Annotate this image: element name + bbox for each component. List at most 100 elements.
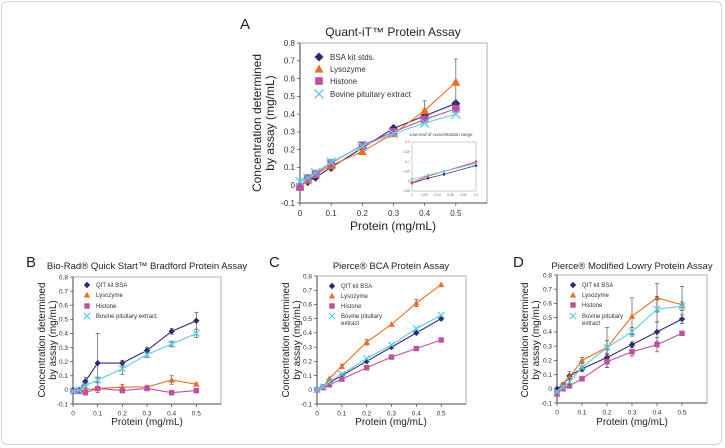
chart-a-xlabel: Protein (mg/mL)	[349, 219, 437, 233]
inset-data-point	[474, 162, 478, 165]
x-tick-label: 0.2	[362, 411, 371, 418]
data-point	[578, 357, 586, 363]
panel-letter-b: B	[26, 254, 37, 271]
data-point	[326, 382, 333, 388]
x-tick-label: 0.4	[412, 411, 421, 418]
legend-label: Bovine pituitary extract	[330, 90, 412, 99]
data-point	[326, 157, 337, 168]
x-tick-label: 0.3	[388, 209, 400, 218]
legend-label: Lysozyme	[582, 293, 609, 299]
data-point	[310, 167, 321, 178]
inset-y-tick-label: 0.2	[405, 140, 410, 144]
y-tick-label: -0.1	[57, 401, 69, 408]
legend-label: Lysozyme	[96, 293, 123, 299]
data-point	[119, 387, 126, 394]
ylabel-line-2: by assay (mg/mL)	[48, 300, 59, 380]
legend-label: Histone	[341, 304, 362, 310]
legend-marker	[83, 291, 91, 298]
inset-title: Low end of concentration range	[409, 132, 473, 137]
y-tick-label: 0.7	[284, 57, 296, 66]
y-tick-label: 0.2	[59, 359, 68, 366]
series-bovine	[295, 109, 461, 187]
inset-data-point	[410, 181, 414, 185]
series-line	[72, 332, 197, 392]
y-tick-label: 0.6	[284, 74, 296, 83]
inset-data-point	[474, 160, 478, 163]
legend-marker	[569, 291, 577, 298]
ylabel-line-2: by assay (mg/mL)	[263, 75, 277, 171]
y-tick-label: 0.4	[284, 110, 296, 119]
legend-marker	[329, 303, 335, 309]
legend-marker	[314, 64, 324, 73]
y-tick-label: 0.1	[284, 163, 296, 172]
chart-a-ylabel: Concentration determined by assay (mg/mL)	[250, 54, 277, 192]
data-point	[296, 183, 304, 191]
chart-b: -0.100.10.20.30.40.50.60.70.80 0.1 0.2 0.3 0…	[57, 274, 222, 418]
y-tick-label: 0.8	[543, 272, 552, 279]
legend-label: QIT kit BSA	[341, 284, 372, 290]
data-point	[144, 385, 150, 392]
x-tick-label: 0.3	[142, 411, 151, 418]
inset-y-tick-label: 0.05	[404, 170, 411, 174]
y-tick-label: 0.5	[59, 317, 68, 324]
panel-letter-a: A	[240, 16, 251, 33]
data-point	[451, 77, 461, 86]
series-bovine	[69, 328, 200, 395]
y-tick-label: 0.6	[59, 302, 68, 309]
series-line	[316, 318, 442, 391]
legend-label: Histone	[582, 303, 603, 309]
data-point	[193, 381, 200, 387]
y-tick-label: 0.3	[543, 343, 552, 350]
data-point	[559, 383, 567, 392]
y-tick-label: 0.7	[303, 287, 312, 294]
series-line	[73, 320, 197, 391]
data-point	[363, 354, 371, 363]
legend-label: Bovine pituitary extract	[341, 314, 382, 327]
data-point	[579, 376, 585, 382]
data-point	[679, 330, 685, 337]
data-point	[412, 324, 420, 333]
series-bsa	[313, 315, 445, 393]
data-point	[437, 281, 445, 288]
data-point	[338, 370, 346, 378]
legend-marker	[83, 281, 91, 289]
x-tick-label: 0.3	[627, 410, 636, 417]
y-tick-label: 0.8	[303, 273, 312, 280]
data-point	[560, 386, 566, 392]
x-tick-label: 0.1	[326, 209, 338, 218]
x-tick-label: 0.5	[450, 209, 462, 218]
data-point	[168, 389, 175, 396]
inset-x-tick-label: 0.08	[460, 193, 467, 197]
y-tick-label: 0.6	[303, 302, 312, 309]
data-point	[168, 328, 175, 335]
x-tick-label: 0.5	[677, 410, 686, 417]
y-tick-label: -0.1	[541, 400, 553, 407]
data-point	[437, 311, 445, 319]
data-point	[654, 341, 660, 348]
y-tick-label: 0.3	[303, 344, 312, 351]
x-tick-label: 0.5	[437, 411, 446, 418]
x-tick-label: 0.2	[602, 410, 611, 417]
chart-d-title: Pierce® Modified Lowry Protein Assay	[551, 261, 713, 272]
ylabel-line-1: Concentration determined	[520, 282, 531, 398]
data-point	[82, 389, 89, 396]
data-point	[94, 385, 101, 392]
x-tick-label: 0	[315, 411, 319, 418]
data-point	[75, 386, 83, 394]
data-point	[419, 118, 430, 128]
legend-label: BSA kit stds.	[330, 53, 375, 62]
ylabel-line-1: Concentration determined	[281, 282, 292, 398]
data-point	[452, 104, 460, 113]
data-point	[81, 381, 89, 390]
ylabel-line-1: Concentration determined	[37, 282, 48, 398]
data-point	[629, 349, 635, 355]
y-tick-label: 0.3	[284, 128, 296, 137]
series-bovine	[553, 295, 686, 396]
plot-area	[556, 274, 708, 404]
chart-c-xlabel: Protein (mg/mL)	[355, 417, 427, 428]
y-tick-label: 0.4	[543, 329, 552, 336]
y-tick-label: 0	[291, 181, 296, 190]
legend-marker	[328, 312, 336, 320]
y-tick-label: 0.1	[543, 372, 552, 379]
